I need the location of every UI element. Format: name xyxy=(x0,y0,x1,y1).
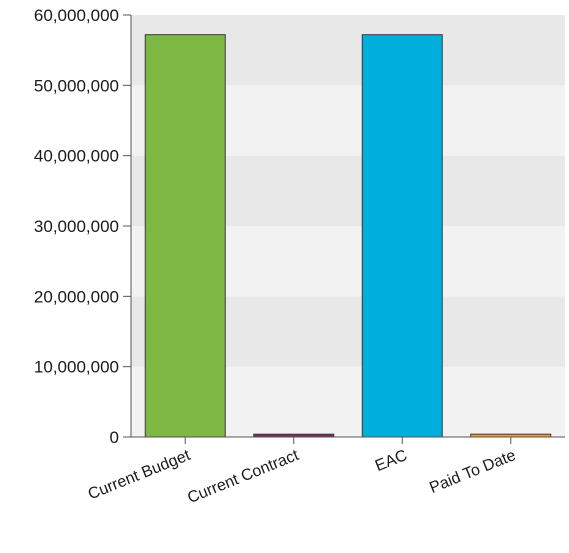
y-tick-label: 10,000,000 xyxy=(34,358,119,377)
y-tick-label: 20,000,000 xyxy=(34,287,119,306)
y-tick-label: 40,000,000 xyxy=(34,147,119,166)
y-tick-label: 30,000,000 xyxy=(34,217,119,236)
bar-eac xyxy=(361,34,443,438)
y-tick-label: 50,000,000 xyxy=(34,76,119,95)
y-axis: 0 10,000,000 20,000,000 30,000,000 40,000,00… xyxy=(34,6,132,447)
y-tick-label: 60,000,000 xyxy=(34,6,119,25)
x-tick-label: EAC xyxy=(373,447,410,475)
x-tick-label: Current Budget xyxy=(86,447,193,504)
y-tick-label: 0 xyxy=(110,428,119,447)
bars xyxy=(144,34,552,438)
x-tick-label: Current Contract xyxy=(185,447,302,507)
bar-current-budget xyxy=(144,34,226,438)
x-tick-label: Paid To Date xyxy=(427,447,518,497)
